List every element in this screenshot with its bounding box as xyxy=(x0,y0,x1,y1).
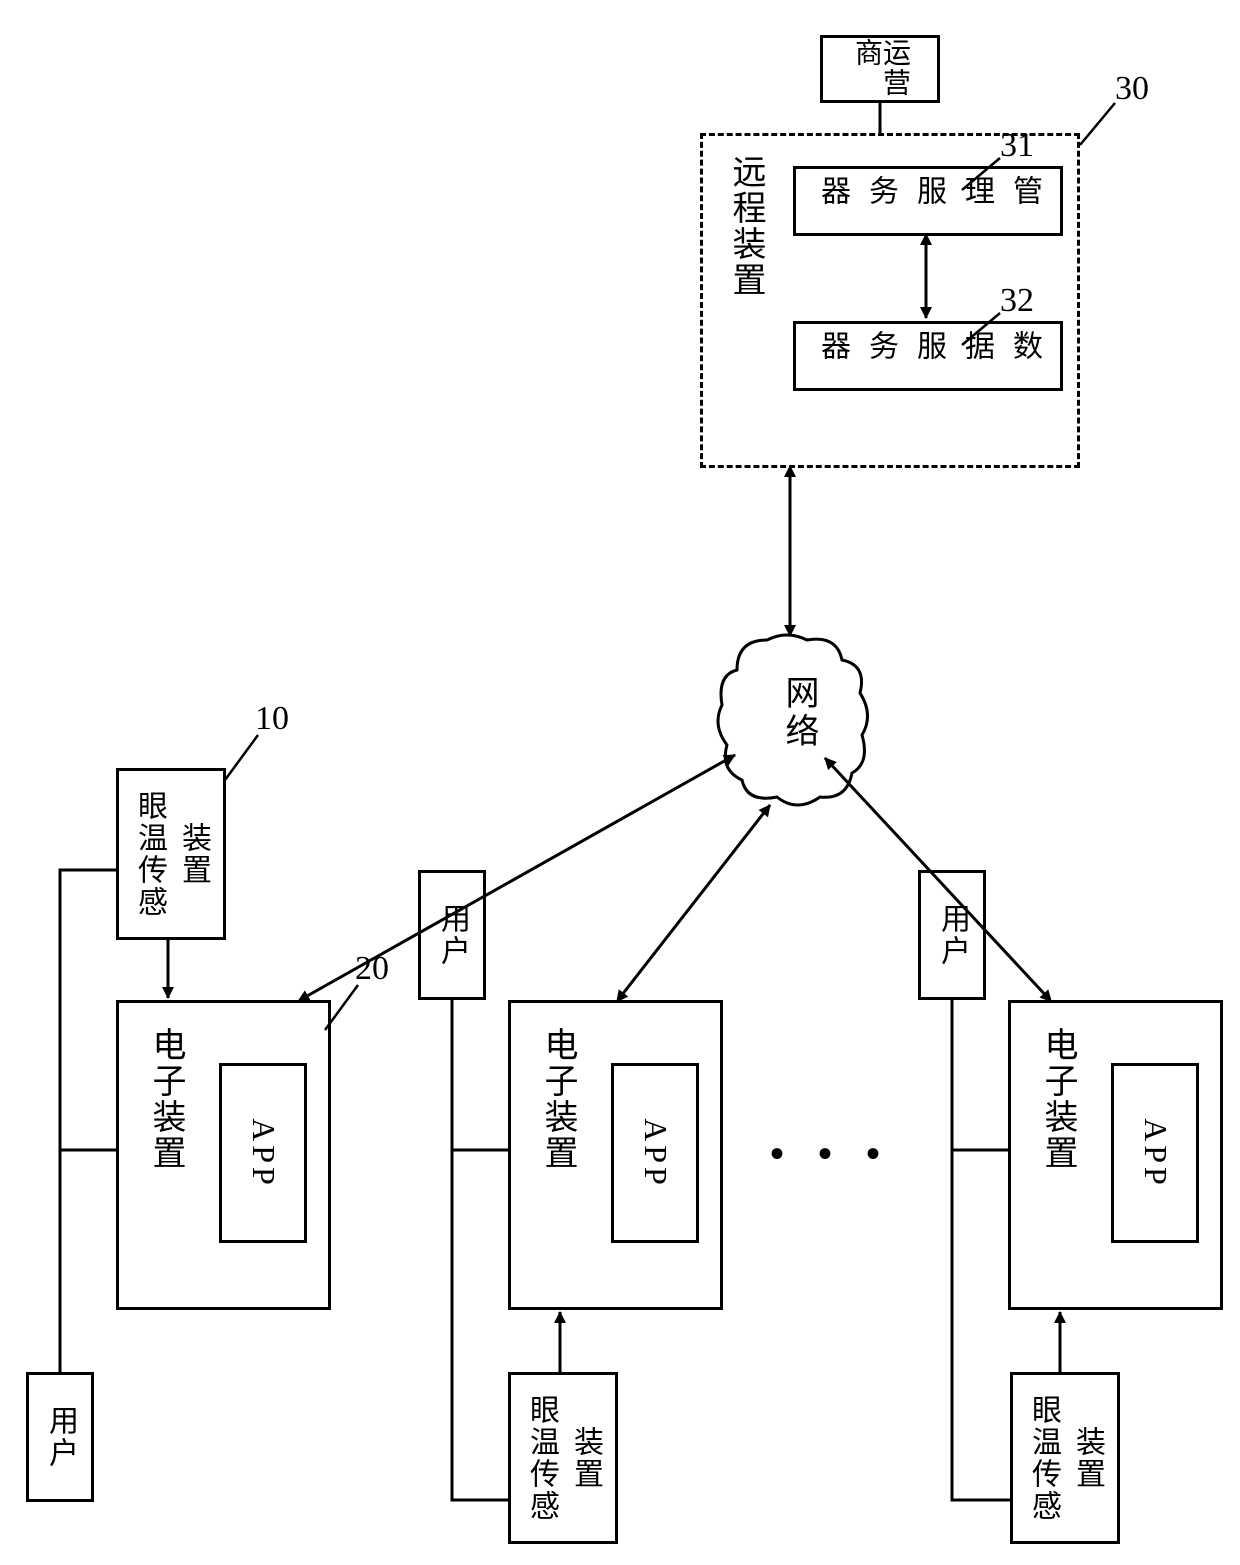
c3-sensor-box: 眼温传感 装置 xyxy=(1010,1372,1120,1544)
c2-app-box: APP xyxy=(611,1063,699,1243)
c1-sensor-label-1: 眼温传感 xyxy=(127,790,171,918)
c1-sensor-box: 眼温传感 装置 xyxy=(116,768,226,940)
c2-device-box: 电子装置 APP xyxy=(508,1000,723,1310)
c3-sensor-label-2: 装置 xyxy=(1065,1426,1109,1490)
mgmt-server-label: 管理服务器 xyxy=(808,175,1048,233)
num-20: 20 xyxy=(355,950,389,988)
c1-user-box: 用户 xyxy=(26,1372,94,1502)
c2-sensor-box: 眼温传感 装置 xyxy=(508,1372,618,1544)
c1-device-label: 电子装置 xyxy=(141,1027,190,1171)
c1-app-box: APP xyxy=(219,1063,307,1243)
num-10: 10 xyxy=(255,700,289,738)
c3-app-label: APP xyxy=(1136,1118,1173,1189)
c1-sensor-label-2: 装置 xyxy=(171,822,215,886)
c2-sensor-label-1: 眼温传感 xyxy=(519,1394,563,1522)
operator-box: 运营商 xyxy=(820,35,940,103)
c2-app-label: APP xyxy=(636,1118,673,1189)
network-cloud: 网络 xyxy=(712,625,872,815)
c2-user-label: 用户 xyxy=(430,903,474,967)
c3-sensor-label-1: 眼温传感 xyxy=(1021,1394,1065,1522)
operator-label: 运营商 xyxy=(852,38,908,100)
mgmt-server-box: 管理服务器 xyxy=(793,166,1063,236)
diagram-canvas: 运营商 远程装置 管理服务器 数据服务器 30 31 32 10 20 网络 眼… xyxy=(0,0,1240,1565)
ellipsis-dots: • • • xyxy=(770,1130,892,1177)
c2-user-box: 用户 xyxy=(418,870,486,1000)
c2-device-label: 电子装置 xyxy=(533,1027,582,1171)
c1-device-box: 电子装置 APP xyxy=(116,1000,331,1310)
num-31: 31 xyxy=(1000,127,1034,165)
c1-app-label: APP xyxy=(244,1118,281,1189)
c3-app-box: APP xyxy=(1111,1063,1199,1243)
c1-user-label: 用户 xyxy=(38,1405,82,1469)
num-32: 32 xyxy=(1000,282,1034,320)
c2-sensor-label-2: 装置 xyxy=(563,1426,607,1490)
c3-user-box: 用户 xyxy=(918,870,986,1000)
c3-user-label: 用户 xyxy=(930,903,974,967)
network-label: 网络 xyxy=(774,675,823,751)
data-server-label: 数据服务器 xyxy=(808,330,1048,388)
c3-device-label: 电子装置 xyxy=(1033,1027,1082,1171)
c3-device-box: 电子装置 APP xyxy=(1008,1000,1223,1310)
data-server-box: 数据服务器 xyxy=(793,321,1063,391)
num-30: 30 xyxy=(1115,70,1149,108)
remote-title: 远程装置 xyxy=(721,154,770,298)
